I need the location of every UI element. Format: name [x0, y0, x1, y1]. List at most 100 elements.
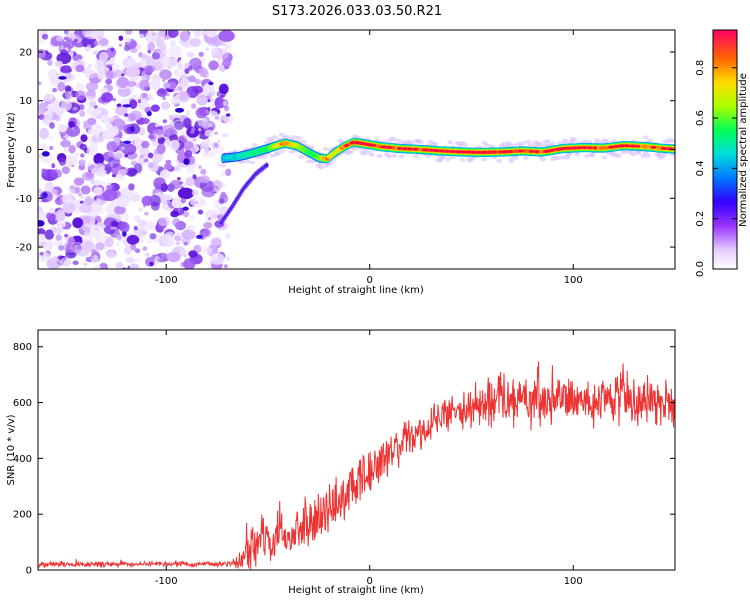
noise-blob — [39, 251, 44, 256]
noise-blob — [48, 163, 53, 168]
noise-blob — [101, 92, 113, 103]
noise-blob — [128, 133, 139, 144]
noise-blob — [225, 168, 232, 177]
noise-blob — [202, 246, 213, 255]
noise-blob — [162, 119, 167, 124]
noise-blob — [140, 224, 146, 231]
noise-blob — [220, 191, 227, 200]
noise-blob — [214, 107, 219, 112]
noise-blob — [204, 129, 214, 137]
noise-blob — [179, 30, 190, 42]
ridge-halo — [376, 154, 383, 159]
noise-blob — [98, 38, 109, 46]
ridge-halo — [239, 159, 246, 164]
noise-blob — [85, 171, 94, 179]
ridge-peak — [364, 143, 372, 146]
ridge-peak — [608, 145, 615, 149]
noise-blob — [182, 211, 190, 218]
noise-blob — [188, 65, 193, 71]
noise-blob — [121, 143, 137, 155]
noise-blob — [75, 83, 85, 91]
ridge-peak — [576, 146, 583, 150]
ridge-halo — [574, 152, 581, 157]
noise-blob — [144, 30, 160, 43]
noise-blob — [204, 210, 217, 223]
spectrogram-x-label: Height of straight line (km) — [288, 285, 424, 296]
snr-series-line — [38, 361, 675, 570]
noise-blob — [191, 189, 199, 196]
noise-blob — [207, 98, 211, 103]
ridge-peak — [449, 150, 455, 153]
ridge-halo — [537, 142, 544, 147]
ridge-peak — [561, 147, 566, 150]
noise-blob — [190, 130, 195, 134]
ridge-halo — [610, 138, 617, 143]
noise-blob — [124, 154, 129, 158]
noise-blob — [159, 169, 170, 179]
noise-blob — [86, 146, 98, 157]
noise-blob — [66, 124, 81, 137]
noise-blob — [156, 143, 166, 155]
ridge-peak — [385, 146, 393, 149]
noise-blob — [60, 49, 68, 55]
noise-blob — [86, 66, 92, 71]
noise-blob — [195, 107, 208, 119]
noise-blob — [185, 176, 195, 187]
noise-blob — [191, 126, 196, 132]
noise-blob — [97, 221, 103, 227]
noise-blob — [91, 248, 97, 256]
noise-blob — [157, 87, 166, 95]
noise-blob — [187, 75, 196, 83]
noise-blob — [98, 262, 109, 269]
noise-blob — [124, 113, 129, 117]
noise-blob — [168, 45, 183, 58]
noise-blob — [80, 185, 91, 195]
noise-blob — [79, 203, 93, 214]
noise-blob — [125, 37, 131, 43]
noise-peak — [196, 234, 203, 239]
noise-blob — [86, 44, 92, 50]
noise-blob — [93, 153, 105, 165]
noise-blob — [170, 210, 179, 218]
ridge-halo — [413, 154, 420, 159]
noise-blob — [50, 169, 56, 175]
noise-blob — [154, 256, 160, 260]
ridge-halo — [525, 139, 532, 144]
noise-blob — [141, 140, 150, 149]
noise-blob — [72, 217, 84, 229]
noise-blob — [89, 101, 96, 107]
noise-blob — [51, 163, 56, 169]
ridge-halo — [261, 154, 268, 159]
ridge-halo — [425, 154, 432, 159]
noise-peak — [122, 231, 127, 237]
noise-blob — [161, 124, 176, 137]
ridge-halo — [549, 141, 556, 146]
noise-blob — [144, 211, 149, 216]
ridge-halo — [523, 155, 529, 160]
noise-peak — [182, 206, 189, 211]
ridge-halo — [669, 139, 675, 143]
ridge-halo — [496, 158, 503, 163]
noise-blob — [62, 39, 75, 49]
noise-blob — [83, 231, 90, 236]
ridge-halo — [510, 143, 517, 148]
noise-blob — [83, 262, 88, 266]
noise-blob — [191, 103, 197, 109]
noise-blob — [183, 258, 196, 269]
noise-blob — [77, 192, 82, 196]
noise-blob — [127, 112, 136, 122]
x-tick-label: 100 — [564, 275, 583, 286]
noise-blob — [64, 243, 76, 254]
ridge-peak — [344, 144, 349, 147]
ridge-halo — [220, 163, 227, 168]
ridge-halo — [369, 152, 376, 157]
ridge-peak — [412, 147, 419, 151]
snr-y-tick-label: 600 — [13, 398, 32, 409]
noise-blob — [189, 215, 195, 221]
noise-blob — [168, 115, 174, 120]
noise-blob — [120, 146, 126, 151]
noise-blob — [169, 179, 182, 190]
snr-y-tick-label: 200 — [13, 510, 32, 521]
noise-blob — [106, 183, 116, 195]
noise-blob — [82, 240, 95, 252]
